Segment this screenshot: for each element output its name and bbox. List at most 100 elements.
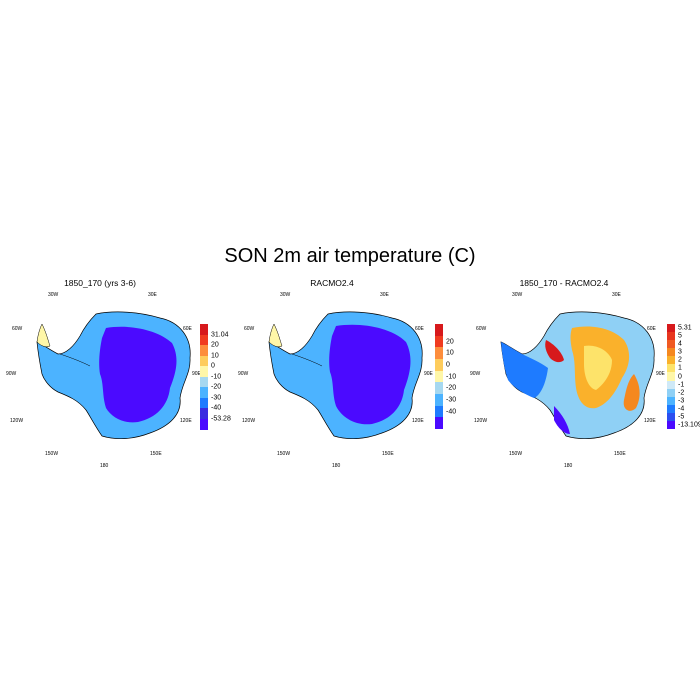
panel-3-title: 1850_170 - RACMO2.4 — [519, 278, 609, 288]
colorbar-label: -2 — [678, 389, 685, 397]
colorbar-label: -3 — [678, 397, 685, 405]
panel-2-title: RACMO2.4 — [310, 278, 354, 288]
colorbar-segment — [667, 372, 675, 382]
lon-label-60e: 60E — [415, 326, 424, 332]
colorbar-label: -53.28 — [211, 415, 231, 422]
colorbar-label: -40 — [446, 408, 457, 415]
lon-label-120w: 120W — [242, 418, 256, 424]
lon-label-120e: 120E — [180, 418, 192, 424]
colorbar-label: -30 — [211, 394, 222, 401]
interior-cold — [329, 324, 411, 425]
lon-label-30w: 30W — [280, 292, 291, 298]
colorbar-label: -5 — [678, 413, 685, 421]
lon-label-120w: 120W — [474, 418, 488, 424]
colorbar-label: 4 — [678, 340, 682, 348]
colorbar-segment — [667, 364, 675, 373]
lon-label-30w: 30W — [48, 292, 59, 298]
colorbar-segment — [435, 394, 443, 407]
colorbar-segment — [667, 388, 675, 398]
lon-label-30e: 30E — [612, 292, 621, 298]
lon-label-180: 180 — [332, 463, 341, 469]
panel-3: 1850_170 - RACMO2.4 30W 30E 60W 60E 90W … — [470, 278, 700, 469]
colorbar-segment — [435, 359, 443, 372]
colorbar-segment — [200, 334, 208, 346]
lon-label-120e: 120E — [412, 418, 424, 424]
panel-1-title: 1850_170 (yrs 3-6) — [64, 278, 136, 288]
lon-label-180: 180 — [564, 463, 573, 469]
interior-cold — [99, 326, 177, 423]
antarctica-map-3 — [500, 311, 655, 440]
lon-label-90w: 90W — [470, 371, 481, 377]
lon-label-30e: 30E — [148, 292, 157, 298]
colorbar-label: 31.04 — [211, 331, 229, 338]
west-antarctica-bias — [501, 342, 548, 398]
interior-core-bias — [584, 345, 612, 390]
antarctic-peninsula — [36, 323, 51, 348]
colorbar-segment — [200, 408, 208, 419]
colorbar-segment — [667, 332, 675, 341]
lon-label-90e: 90E — [424, 371, 433, 377]
lon-label-60e: 60E — [647, 326, 656, 332]
lon-label-90w: 90W — [6, 371, 17, 377]
lon-label-120e: 120E — [644, 418, 656, 424]
colorbar-label: 5 — [678, 332, 682, 340]
colorbar-label: -1 — [678, 381, 685, 389]
coastal-warm-bias — [545, 340, 564, 363]
lon-label-120w: 120W — [10, 418, 24, 424]
colorbar-segment — [435, 405, 443, 418]
lon-label-90w: 90W — [238, 371, 249, 377]
colorbar-label: -20 — [211, 383, 222, 391]
lon-label-180: 180 — [100, 463, 109, 469]
colorbar-label: -40 — [211, 404, 222, 412]
lon-label-90e: 90E — [656, 371, 665, 377]
colorbar-label: 20 — [211, 341, 219, 349]
colorbar-segment — [435, 417, 443, 430]
colorbar-segment — [435, 382, 443, 395]
panel-2: RACMO2.4 30W 30E 60W 60E 90W 90E 120W 12… — [238, 278, 472, 469]
figure-title: SON 2m air temperature (C) — [224, 245, 476, 267]
colorbar-1: 31.04 20 10 0 -10 -20 -30 -40 -53.28 — [200, 324, 231, 430]
colorbar-segment — [667, 348, 675, 357]
lon-label-150e: 150E — [614, 451, 626, 457]
colorbar-label: 10 — [211, 352, 219, 359]
antarctica-map-1 — [36, 311, 191, 440]
colorbar-segment — [435, 335, 443, 348]
lon-label-150w: 150W — [277, 451, 291, 457]
lon-label-150w: 150W — [45, 451, 59, 457]
colorbar-label: 20 — [446, 338, 454, 345]
colorbar-segment — [667, 404, 675, 414]
colorbar-segment — [200, 418, 208, 430]
colorbar-segment — [667, 340, 675, 349]
colorbar-label: -10 — [446, 373, 457, 380]
lon-label-60w: 60W — [12, 326, 23, 332]
ice-shelf-edge — [291, 353, 323, 367]
colorbar-label: 2 — [678, 356, 682, 364]
colorbar-segment — [667, 412, 675, 422]
colorbar-segment — [200, 345, 208, 356]
panel-1: 1850_170 (yrs 3-6) 30W 30E 60W 60E 90W 9… — [6, 278, 240, 469]
colorbar-2: 20 10 0 -10 -20 -30 -40 — [435, 324, 456, 430]
colorbar-label: -4 — [678, 405, 685, 413]
colorbar-label: 0 — [446, 361, 450, 369]
colorbar-label: 0 — [678, 373, 682, 380]
colorbar-label: -10 — [211, 373, 222, 380]
colorbar-label: 1 — [678, 364, 682, 372]
colorbar-segment — [435, 370, 443, 383]
colorbar-segment — [435, 347, 443, 360]
colorbar-segment — [200, 397, 208, 409]
colorbar-segment — [667, 356, 675, 365]
lon-label-60w: 60W — [476, 326, 487, 332]
colorbar-label: 0 — [211, 362, 215, 370]
colorbar-3: 5.31 5 4 3 2 1 0 -1 -2 -3 -4 -5 -13.109 — [667, 324, 700, 430]
antarctic-peninsula — [268, 323, 283, 348]
colorbar-segment — [200, 355, 208, 367]
lon-label-150e: 150E — [382, 451, 394, 457]
colorbar-segment — [200, 376, 208, 388]
colorbar-segment — [667, 324, 675, 333]
colorbar-label: 3 — [678, 348, 682, 356]
colorbar-segment — [667, 420, 675, 430]
lon-label-60e: 60E — [183, 326, 192, 332]
ice-shelf-edge — [59, 353, 91, 367]
colorbar-segment — [667, 380, 675, 390]
colorbar-segment — [200, 366, 208, 377]
